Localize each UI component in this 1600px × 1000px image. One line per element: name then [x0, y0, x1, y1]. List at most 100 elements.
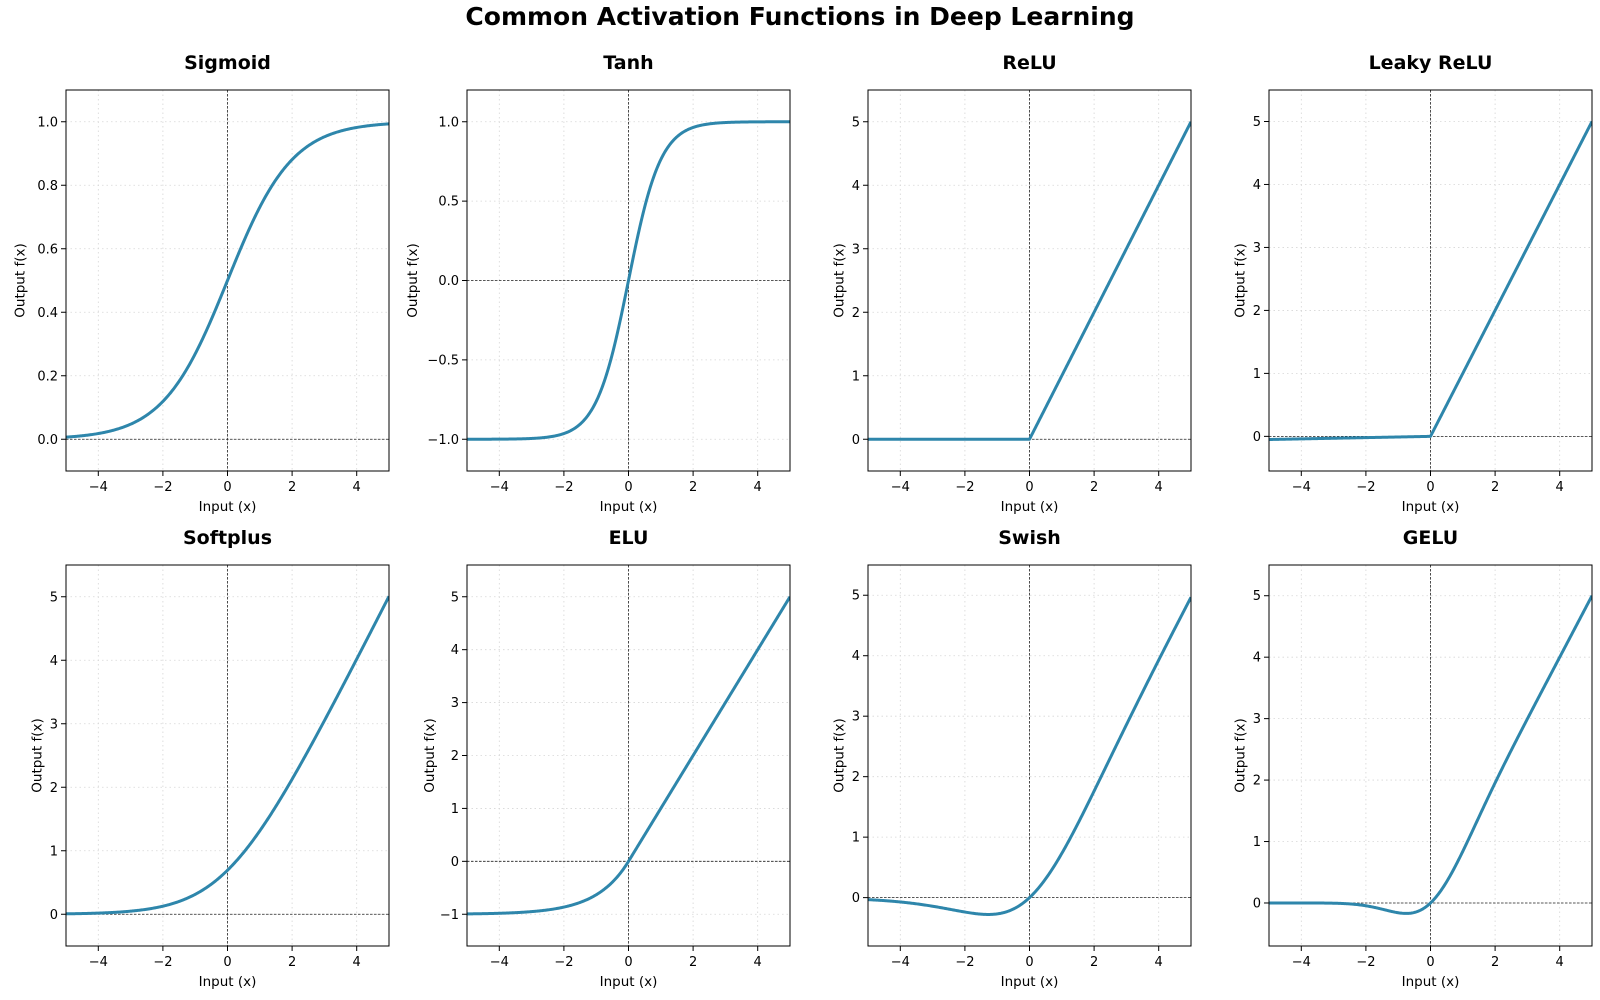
chart-3-title: Leaky ReLU [1369, 52, 1493, 74]
chart-5-y-tick-label-2: 1 [451, 802, 459, 817]
chart-4-x-axis-label: Input (x) [199, 974, 257, 990]
chart-2-y-tick-label-0: 0 [852, 433, 860, 448]
chart-3-x-tick-label-4: 4 [1556, 480, 1564, 495]
chart-4-x-tick-label-0: −4 [89, 955, 108, 970]
chart-7-x-tick-label-3: 2 [1491, 955, 1499, 970]
chart-5-series-line [467, 595, 790, 916]
chart-1-y-axis-label: Output f(x) [405, 243, 421, 317]
chart-7-y-tick-label-0: 0 [1253, 896, 1261, 911]
chart-6-y-tick-label-0: 0 [852, 891, 860, 906]
chart-1-x-tick-label-1: −2 [554, 480, 573, 495]
chart-5-x-tick-label-2: 0 [624, 955, 632, 970]
chart-0-y-tick-label-4: 0.8 [37, 179, 58, 194]
chart-6-y-axis-label: Output f(x) [832, 718, 848, 792]
chart-2-x-axis-label: Input (x) [1001, 499, 1059, 515]
chart-3-y-tick-label-1: 1 [1253, 367, 1261, 382]
chart-7-title: GELU [1403, 527, 1458, 549]
chart-4-x-tick-label-3: 2 [288, 955, 296, 970]
chart-7-y-tick-label-4: 4 [1253, 651, 1261, 666]
chart-1-x-tick-label-0: −4 [490, 480, 509, 495]
chart-4-y-tick-label-5: 5 [50, 590, 58, 605]
chart-0-y-tick-label-3: 0.6 [37, 242, 58, 257]
chart-5-y-tick-label-6: 5 [451, 590, 459, 605]
chart-5-y-tick-label-5: 4 [451, 643, 459, 658]
chart-2-x-tick-label-1: −2 [955, 480, 974, 495]
chart-1-x-tick-label-3: 2 [689, 480, 697, 495]
chart-5-y-tick-label-1: 0 [451, 855, 459, 870]
chart-3-x-tick-label-0: −4 [1292, 480, 1311, 495]
chart-1-x-axis-label: Input (x) [600, 499, 658, 515]
chart-5-y-tick-label-4: 3 [451, 696, 459, 711]
chart-4-y-axis-label: Output f(x) [30, 718, 46, 792]
chart-5-y-axis-label: Output f(x) [422, 718, 438, 792]
chart-5-y-tick-label-0: −1 [440, 908, 459, 923]
chart-4-x-tick-label-1: −2 [153, 955, 172, 970]
chart-7-x-tick-label-4: 4 [1556, 955, 1564, 970]
chart-3-y-tick-label-2: 2 [1253, 304, 1261, 319]
chart-1-panel: −4 −2 0 2 4 −1.0 −0.5 0.0 0.5 1.0 Input (x) Output … [405, 52, 791, 515]
chart-7-x-tick-label-1: −2 [1356, 955, 1375, 970]
chart-7-y-tick-label-5: 5 [1253, 589, 1261, 604]
chart-0-x-tick-label-4: 4 [353, 480, 361, 495]
chart-2-y-axis-label: Output f(x) [832, 243, 848, 317]
chart-0-x-tick-label-2: 0 [223, 480, 231, 495]
chart-4-y-tick-label-0: 0 [50, 908, 58, 923]
chart-6-x-axis-label: Input (x) [1001, 974, 1059, 990]
chart-5-panel: −4 −2 0 2 4 −1 0 1 2 3 4 5 Input (x) Output f(x) ELU [422, 527, 791, 990]
chart-7-x-tick-label-2: 0 [1426, 955, 1434, 970]
chart-0-x-tick-label-3: 2 [288, 480, 296, 495]
chart-3-y-tick-label-5: 5 [1253, 115, 1261, 130]
chart-7-x-tick-label-0: −4 [1292, 955, 1311, 970]
chart-7-panel: −4 −2 0 2 4 0 1 2 3 4 5 Input (x) Output f(x) GELU [1233, 527, 1593, 990]
chart-2-y-tick-label-2: 2 [852, 306, 860, 321]
chart-3-y-axis-label: Output f(x) [1233, 243, 1249, 317]
chart-4-y-tick-label-1: 1 [50, 844, 58, 859]
chart-6-panel: −4 −2 0 2 4 0 1 2 3 4 5 Input (x) Output f(x) Swish [832, 527, 1192, 990]
chart-2-series-line [868, 121, 1191, 441]
chart-0-x-tick-label-1: −2 [153, 480, 172, 495]
chart-4-title: Softplus [183, 527, 272, 549]
chart-0-y-tick-label-1: 0.2 [37, 369, 58, 384]
chart-5-x-tick-label-3: 2 [689, 955, 697, 970]
chart-2-y-tick-label-3: 3 [852, 242, 860, 257]
chart-5-y-tick-label-3: 2 [451, 749, 459, 764]
chart-3-x-tick-label-1: −2 [1356, 480, 1375, 495]
chart-7-series-line [1269, 595, 1592, 915]
chart-1-y-tick-label-3: 0.5 [438, 195, 459, 210]
chart-2-panel: −4 −2 0 2 4 0 1 2 3 4 5 Input (x) Output f(x) ReLU [832, 52, 1192, 515]
chart-1-x-tick-label-4: 4 [754, 480, 762, 495]
chart-4-y-tick-label-3: 3 [50, 717, 58, 732]
chart-5-x-axis-label: Input (x) [600, 974, 658, 990]
chart-6-x-tick-label-2: 0 [1025, 955, 1033, 970]
chart-1-y-tick-label-0: −1.0 [427, 433, 459, 448]
chart-7-y-axis-label: Output f(x) [1233, 718, 1249, 792]
chart-3-series-line [1269, 120, 1592, 442]
chart-7-y-tick-label-2: 2 [1253, 774, 1261, 789]
chart-2-x-tick-label-4: 4 [1155, 480, 1163, 495]
chart-3-x-axis-label: Input (x) [1402, 499, 1460, 515]
chart-2-y-tick-label-1: 1 [852, 369, 860, 384]
chart-2-y-tick-label-5: 5 [852, 115, 860, 130]
chart-1-y-tick-label-4: 1.0 [438, 115, 459, 130]
chart-2-x-tick-label-3: 2 [1090, 480, 1098, 495]
figure-title: Common Activation Functions in Deep Lear… [465, 2, 1135, 31]
chart-1-x-tick-label-2: 0 [624, 480, 632, 495]
chart-0-y-axis-label: Output f(x) [13, 243, 29, 317]
chart-6-y-tick-label-3: 3 [852, 710, 860, 725]
chart-1-y-tick-label-1: −0.5 [427, 353, 459, 368]
chart-6-x-tick-label-3: 2 [1090, 955, 1098, 970]
chart-4-series-line [66, 595, 389, 916]
chart-6-y-tick-label-2: 2 [852, 770, 860, 785]
chart-2-y-tick-label-4: 4 [852, 179, 860, 194]
chart-7-y-tick-label-1: 1 [1253, 835, 1261, 850]
chart-0-x-tick-label-0: −4 [89, 480, 108, 495]
chart-0-panel: −4 −2 0 2 4 0.0 0.2 0.4 0.6 0.8 1.0 Input (x) Output… [13, 52, 390, 515]
chart-7-y-tick-label-3: 3 [1253, 712, 1261, 727]
chart-6-y-tick-label-4: 4 [852, 649, 860, 664]
chart-6-x-tick-label-0: −4 [891, 955, 910, 970]
chart-2-x-tick-label-0: −4 [891, 480, 910, 495]
chart-6-title: Swish [998, 527, 1061, 549]
chart-3-panel: −4 −2 0 2 4 0 1 2 3 4 5 Input (x) Output f(x) Leaky R… [1233, 52, 1593, 515]
chart-6-x-tick-label-4: 4 [1155, 955, 1163, 970]
